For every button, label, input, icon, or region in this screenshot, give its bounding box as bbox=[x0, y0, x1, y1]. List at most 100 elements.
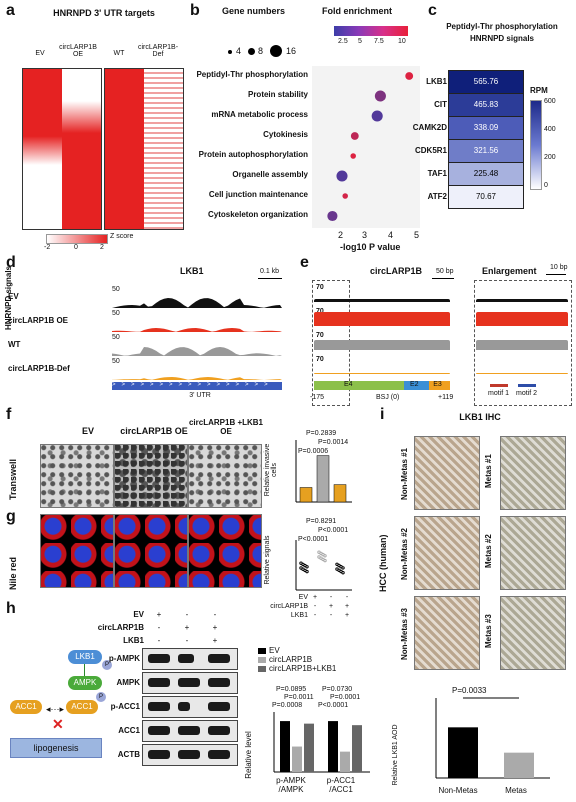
blot-band bbox=[148, 702, 170, 711]
blot-band bbox=[178, 678, 200, 687]
scatter-point bbox=[341, 566, 345, 570]
path-p2: P bbox=[96, 692, 106, 702]
blot-label: AMPK bbox=[116, 678, 140, 687]
track-ymax: 70 bbox=[316, 332, 324, 339]
bar bbox=[304, 723, 314, 772]
go-term-label: Protein autophosphorylation bbox=[198, 150, 308, 159]
i-ylabel: HCC (human) bbox=[378, 534, 388, 593]
track-ymax: 70 bbox=[316, 356, 324, 363]
rpm-value-cell: 565.76 bbox=[449, 71, 523, 93]
ihc-image-metas bbox=[500, 516, 566, 590]
zscore-legend-title: Z score bbox=[110, 233, 134, 240]
fold-tick: 2.5 bbox=[338, 38, 348, 45]
cond-sign: + bbox=[312, 594, 318, 601]
bar bbox=[316, 455, 330, 503]
b-xlabel: -log10 P value bbox=[340, 242, 401, 252]
coverage-track bbox=[112, 377, 282, 380]
blot-band bbox=[208, 654, 230, 663]
rpm-tick: 200 bbox=[544, 154, 556, 161]
signal-track bbox=[476, 312, 568, 326]
bubble-point bbox=[336, 170, 348, 182]
x-tick: 2 bbox=[338, 230, 344, 240]
cond-sign: + bbox=[344, 612, 350, 619]
scatter-point bbox=[323, 554, 327, 558]
h-bar-chart bbox=[273, 712, 370, 773]
blot-label: ACC1 bbox=[118, 726, 140, 735]
cond-sign: - bbox=[157, 623, 161, 632]
bubble-point bbox=[374, 90, 386, 102]
bar bbox=[333, 484, 347, 503]
cond-sign: - bbox=[313, 612, 317, 619]
h-pval: P=0.0011 bbox=[284, 694, 314, 701]
h-pval: P=0.0001 bbox=[330, 694, 361, 701]
rpm-gene-label: CIT bbox=[434, 100, 447, 109]
ihc-right-label: Metas #1 bbox=[484, 454, 493, 488]
go-term-label: Organelle assembly bbox=[232, 170, 308, 179]
i-cat-label: Non-Metas bbox=[438, 786, 478, 795]
panel-label-h: h bbox=[6, 600, 16, 617]
h-pval: P=0.0895 bbox=[276, 686, 307, 693]
x-tick: 4 bbox=[388, 230, 394, 240]
blot-label: p-AMPK bbox=[108, 654, 140, 663]
e-enl-scale-bar bbox=[546, 274, 566, 275]
path-acc1-right: ACC1 bbox=[66, 700, 98, 714]
exon-e3: E3 bbox=[429, 381, 450, 390]
rpm-colorbar bbox=[530, 100, 542, 190]
blot-label: p-ACC1 bbox=[110, 702, 140, 711]
cond-label: EV bbox=[133, 610, 144, 619]
ihc-left-label: Non-Metas #3 bbox=[400, 607, 409, 660]
c-title1: Peptidyl-Thr phosphorylation bbox=[446, 22, 558, 31]
track-label-oe: circLARP1B OE bbox=[8, 316, 69, 325]
f-ylabel: Relative invasive cells bbox=[264, 443, 278, 497]
go-term-label: mRNA metabolic process bbox=[211, 110, 308, 119]
blot-band bbox=[178, 726, 200, 735]
f-col-lkb1: circLARP1B +LKB1 OE bbox=[188, 418, 264, 436]
path-ampk: AMPK bbox=[68, 676, 102, 690]
panel-label-e: e bbox=[300, 254, 309, 271]
coverage-track bbox=[112, 328, 282, 332]
rpm-gene-label: CDK5R1 bbox=[414, 146, 447, 155]
g-pval: P<0.0001 bbox=[318, 527, 349, 534]
track-ymax: 70 bbox=[316, 284, 324, 291]
h-pval: P=0.0730 bbox=[322, 686, 353, 693]
panel-label-g: g bbox=[6, 508, 16, 525]
nile-red-image-oe bbox=[114, 514, 188, 588]
bar bbox=[292, 746, 302, 772]
rpm-heatmap-table: LKB1 565.76 CIT 465.83 CAMK2D 338.09 CDK5R1 321… bbox=[413, 70, 524, 209]
legend-label: circLARP1B+LKB1 bbox=[269, 664, 337, 673]
heatmap-title: HNRNPD 3' UTR targets bbox=[53, 8, 155, 18]
rpm-value-cell: 70.67 bbox=[449, 186, 523, 208]
h-group-label: p-AMPK /AMPK bbox=[276, 776, 306, 794]
cond-sign: + bbox=[344, 603, 350, 610]
ihc-right-label: Metas #2 bbox=[484, 534, 493, 568]
blot-band bbox=[178, 750, 200, 759]
zscore-tick: -2 bbox=[44, 244, 51, 251]
rpm-value-cell: 225.48 bbox=[449, 163, 523, 185]
coverage-track bbox=[112, 298, 282, 308]
rpm-tick: 0 bbox=[544, 182, 548, 189]
f-col-oe: circLARP1B OE bbox=[120, 426, 188, 436]
rpm-value-cell: 465.83 bbox=[449, 94, 523, 116]
blot-frame bbox=[142, 696, 238, 718]
f-pval: P=0.0014 bbox=[318, 439, 349, 446]
blot-band bbox=[208, 750, 230, 759]
rpm-value-cell: 321.56 bbox=[449, 140, 523, 162]
bar bbox=[280, 721, 290, 772]
blot-band bbox=[148, 726, 170, 735]
ihc-image-metas bbox=[500, 436, 566, 510]
blot-band bbox=[148, 750, 170, 759]
size-legend-dot bbox=[270, 45, 282, 57]
go-term-label: Protein stability bbox=[247, 90, 308, 99]
rpm-tick: 400 bbox=[544, 126, 556, 133]
panel-label-f: f bbox=[6, 406, 12, 423]
heatmap-right bbox=[104, 68, 184, 230]
cond-label: EV bbox=[298, 594, 308, 601]
bubble-point bbox=[327, 210, 338, 222]
scatter-point bbox=[305, 569, 309, 574]
e-enl-scale: 10 bp bbox=[550, 264, 568, 271]
h-legend: EV circLARP1B circLARP1B+LKB1 bbox=[258, 646, 336, 673]
track-ymax: 50 bbox=[112, 286, 120, 293]
d-scale: 0.1 kb bbox=[260, 268, 280, 275]
blot-band bbox=[208, 678, 230, 687]
cond-label: circLARP1B bbox=[97, 623, 144, 632]
